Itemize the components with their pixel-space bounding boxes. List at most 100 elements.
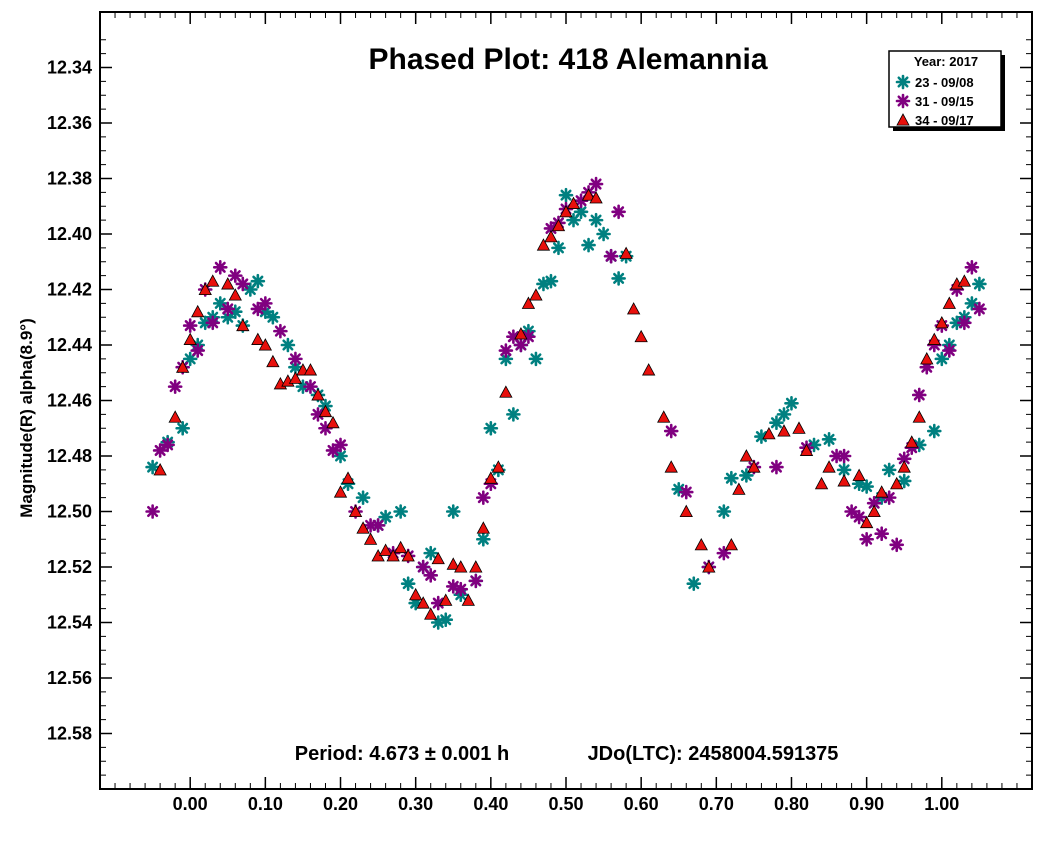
x-tick-label: 0.20 [323,794,358,814]
data-point-triangle [183,332,197,345]
y-tick-label: 12.48 [47,446,92,466]
data-point-triangle [348,504,363,517]
x-tick-label: 0.50 [548,794,583,814]
data-point-triangle [191,304,205,318]
data-point-asterisk [588,176,604,192]
data-point-asterisk [874,526,889,542]
legend-title: Year: 2017 [914,54,978,69]
data-point-asterisk [212,259,228,275]
data-point-asterisk [423,545,439,561]
data-point-asterisk [498,343,514,358]
data-point-asterisk [581,237,596,253]
data-point-asterisk [859,479,874,494]
data-point-asterisk [957,315,972,331]
data-point-triangle [258,338,273,351]
data-point-asterisk [145,504,160,519]
data-point-triangle [912,410,926,423]
data-point-asterisk [611,204,626,220]
data-point-triangle [626,302,641,315]
data-point-triangle [837,474,851,487]
data-point-asterisk [250,273,266,289]
data-point-triangle [476,521,490,534]
data-point-triangle [942,296,956,309]
data-point-triangle [724,537,739,551]
x-tick-label: 0.40 [473,794,508,814]
data-point-triangle [461,593,475,606]
y-axis-ticks: 12.34 12.36 12.38 12.40 12.42 12.44 12.46 12.48… [47,39,1032,776]
data-point-triangle [303,363,318,376]
plot-marks [145,176,987,630]
data-point-triangle [897,460,911,473]
data-point-asterisk [881,490,897,505]
data-point-asterisk [972,301,987,317]
data-point-triangle [409,587,423,601]
data-point-triangle [544,229,558,243]
data-point-triangle [236,318,250,332]
data-point-triangle [642,363,656,376]
chart-title: Phased Plot: 418 Alemannia [368,43,767,76]
data-point-asterisk [724,470,739,486]
data-point-triangle [875,485,889,498]
y-tick-label: 12.56 [47,668,92,688]
y-tick-label: 12.52 [47,557,92,577]
data-point-asterisk [145,459,160,475]
y-tick-label: 12.58 [47,724,92,744]
y-tick-label: 12.34 [47,58,92,78]
data-point-triangle [852,468,866,481]
legend-entry-label: 31 - 09/15 [915,94,974,109]
data-point-asterisk [160,437,175,453]
data-point-asterisk [197,315,213,331]
data-point-triangle [363,532,378,545]
data-point-triangle [957,274,972,287]
data-point-triangle [206,274,220,287]
data-point-asterisk [686,576,702,591]
data-point-asterisk [558,187,574,203]
data-point-asterisk [859,531,874,547]
data-point-triangle [311,388,325,401]
data-point-triangle [739,449,754,462]
data-point-triangle [318,404,333,418]
data-point-asterisk [934,351,950,367]
data-point-triangle [559,204,573,218]
data-point-asterisk [896,473,912,489]
data-point-triangle [566,196,581,209]
data-point-asterisk [167,379,183,394]
data-point-triangle [469,560,483,573]
data-point-triangle [679,504,693,517]
data-point-asterisk [881,462,897,478]
data-point-triangle [551,218,566,232]
data-point-triangle [920,352,934,365]
data-point-triangle [634,329,648,343]
x-tick-label: 0.30 [398,794,433,814]
data-point-asterisk [182,351,198,367]
x-tick-label: 0.80 [774,794,809,814]
data-point-asterisk [769,459,784,475]
x-axis-ticks: 0.00 0.10 0.20 0.30 0.40 0.50 0.60 0.70 0.80 0.90… [114,12,1018,814]
data-point-asterisk [378,509,393,525]
data-point-asterisk [784,395,799,411]
data-point-asterisk [453,581,469,597]
data-point-triangle [288,371,303,384]
data-point-asterisk [190,343,206,358]
data-point-triangle [799,443,814,456]
y-tick-label: 12.50 [47,502,92,522]
legend-marker-triangle [896,113,910,126]
y-tick-label: 12.42 [47,280,92,300]
data-point-triangle [393,540,408,554]
data-point-asterisk [596,226,611,242]
data-point-asterisk [498,351,514,367]
data-point-asterisk [964,296,980,311]
data-point-asterisk [972,276,987,292]
y-tick-label: 12.38 [47,169,92,189]
data-point-triangle [153,463,167,476]
data-point-asterisk [325,443,341,458]
data-point-asterisk [603,248,619,264]
data-point-asterisk [212,296,228,311]
data-point-asterisk [265,309,281,325]
data-point-asterisk [866,495,882,511]
y-tick-label: 12.44 [47,335,92,355]
data-point-triangle [424,607,438,620]
data-point-triangle [514,327,528,340]
data-point-asterisk [400,576,416,591]
data-point-triangle [589,191,603,204]
